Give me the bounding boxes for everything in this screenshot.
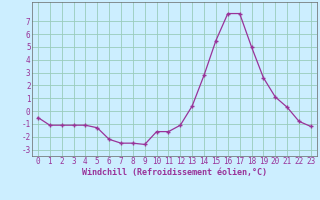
- X-axis label: Windchill (Refroidissement éolien,°C): Windchill (Refroidissement éolien,°C): [82, 168, 267, 177]
